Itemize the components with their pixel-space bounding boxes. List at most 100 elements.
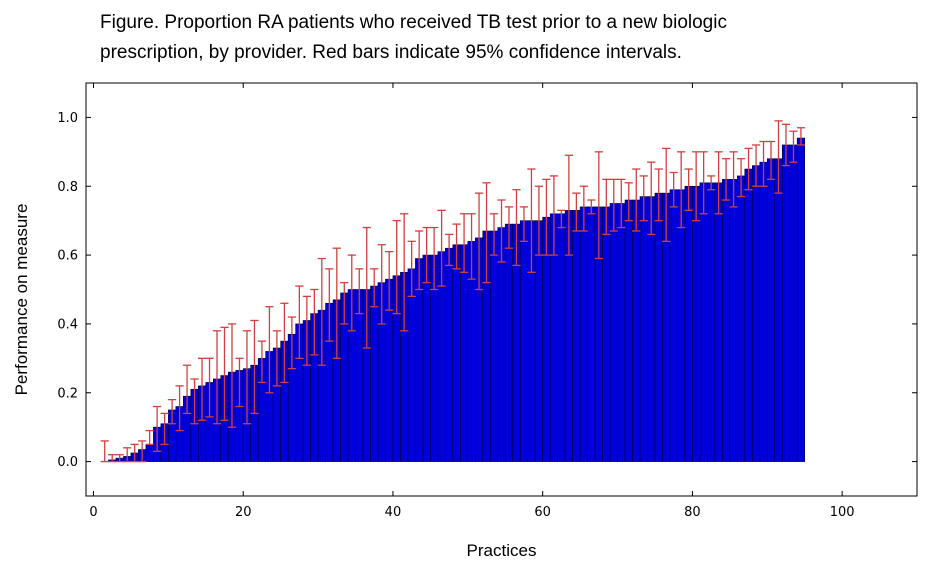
error-bar: [400, 213, 409, 332]
error-bar: [242, 330, 252, 425]
bar: [714, 182, 723, 462]
bar: [654, 192, 663, 462]
x-tick-label: 40: [385, 505, 402, 520]
error-bar: [227, 323, 237, 428]
bar: [632, 199, 641, 462]
error-bar: [340, 281, 349, 325]
error-bar: [519, 206, 529, 242]
error-bar: [482, 182, 491, 284]
y-tick-label: 0.2: [57, 386, 78, 401]
error-bar: [557, 209, 566, 229]
error-bar: [736, 158, 746, 198]
y-tick-label: 1.0: [57, 111, 78, 126]
error-bar: [564, 154, 573, 256]
error-bar: [677, 151, 686, 229]
error-bar: [182, 364, 192, 415]
error-bar: [744, 147, 753, 191]
bar: [624, 199, 633, 462]
error-bar: [130, 443, 139, 463]
bar: [452, 244, 461, 462]
error-bar: [123, 447, 132, 463]
error-bar: [295, 285, 304, 359]
error-bar: [175, 385, 184, 432]
error-bar: [647, 161, 656, 236]
error-bar: [751, 144, 761, 187]
error-bar: [205, 357, 214, 418]
error-bar: [594, 151, 603, 260]
bar: [677, 189, 686, 462]
error-bar: [512, 189, 521, 267]
error-bar: [370, 268, 379, 308]
y-tick-label: 0.4: [57, 317, 78, 332]
figure-caption: Figure. Proportion RA patients who recei…: [100, 8, 900, 68]
error-bar: [632, 168, 641, 232]
bar: [489, 230, 499, 462]
bar: [497, 227, 506, 462]
x-tick-label: 100: [830, 505, 855, 520]
error-bar: [662, 147, 671, 242]
error-bar: [437, 209, 446, 287]
error-bar: [572, 192, 581, 232]
bar: [609, 203, 618, 462]
error-bar: [280, 302, 289, 384]
error-bar: [385, 250, 394, 311]
error-bar: [774, 120, 783, 194]
error-bar: [257, 340, 267, 384]
error-bar: [407, 240, 416, 298]
error-bar: [355, 268, 364, 315]
error-bar: [766, 140, 776, 181]
bar: [751, 165, 761, 462]
error-bar: [332, 247, 341, 359]
error-bars-layer: [100, 120, 806, 463]
y-tick-label: 0.8: [57, 180, 78, 195]
caption-line-1: Figure. Proportion RA patients who recei…: [100, 12, 727, 33]
bar: [557, 213, 566, 462]
error-bar: [639, 175, 648, 222]
error-bar: [220, 326, 229, 421]
error-bar: [497, 199, 506, 263]
error-bar: [729, 151, 738, 208]
error-bar: [235, 357, 244, 408]
error-bar: [302, 295, 311, 366]
bar: [407, 268, 416, 462]
error-bar: [504, 206, 514, 249]
bar: [647, 196, 656, 462]
error-bar: [145, 429, 154, 446]
error-bar: [250, 319, 259, 415]
error-bar: [579, 185, 588, 232]
error-bar: [167, 398, 177, 425]
error-bar: [714, 151, 723, 215]
error-bar: [489, 213, 499, 256]
bar: [669, 189, 678, 462]
bars-layer: [108, 137, 806, 462]
x-tick-label: 0: [89, 505, 97, 520]
error-bar: [347, 254, 356, 332]
error-bar: [422, 226, 431, 284]
error-bar: [534, 185, 544, 256]
bar: [422, 254, 431, 462]
bar: [572, 210, 581, 462]
error-bar: [796, 127, 806, 146]
error-bar: [452, 223, 461, 270]
bar: [504, 223, 514, 462]
bar: [796, 137, 806, 462]
x-tick-label: 80: [684, 505, 701, 520]
error-bar: [721, 158, 731, 201]
x-axis-label: Practices: [467, 541, 537, 560]
error-bar: [459, 213, 469, 273]
error-bar: [602, 178, 611, 236]
error-bar: [190, 378, 199, 425]
bar: [519, 220, 529, 462]
error-bar: [362, 226, 371, 349]
error-bar: [377, 244, 386, 325]
x-tick-label: 20: [235, 505, 252, 520]
bar: [370, 285, 379, 462]
ticks-layer: 0 20 40 60 80 100 0.0 0.2 0.4 0.6 0.8 1.0: [57, 83, 917, 520]
error-bar: [669, 171, 678, 208]
bar: [744, 168, 753, 462]
y-tick-label: 0.6: [57, 249, 78, 264]
error-bar: [527, 168, 536, 273]
bar: [639, 196, 648, 462]
bar: [781, 144, 791, 462]
